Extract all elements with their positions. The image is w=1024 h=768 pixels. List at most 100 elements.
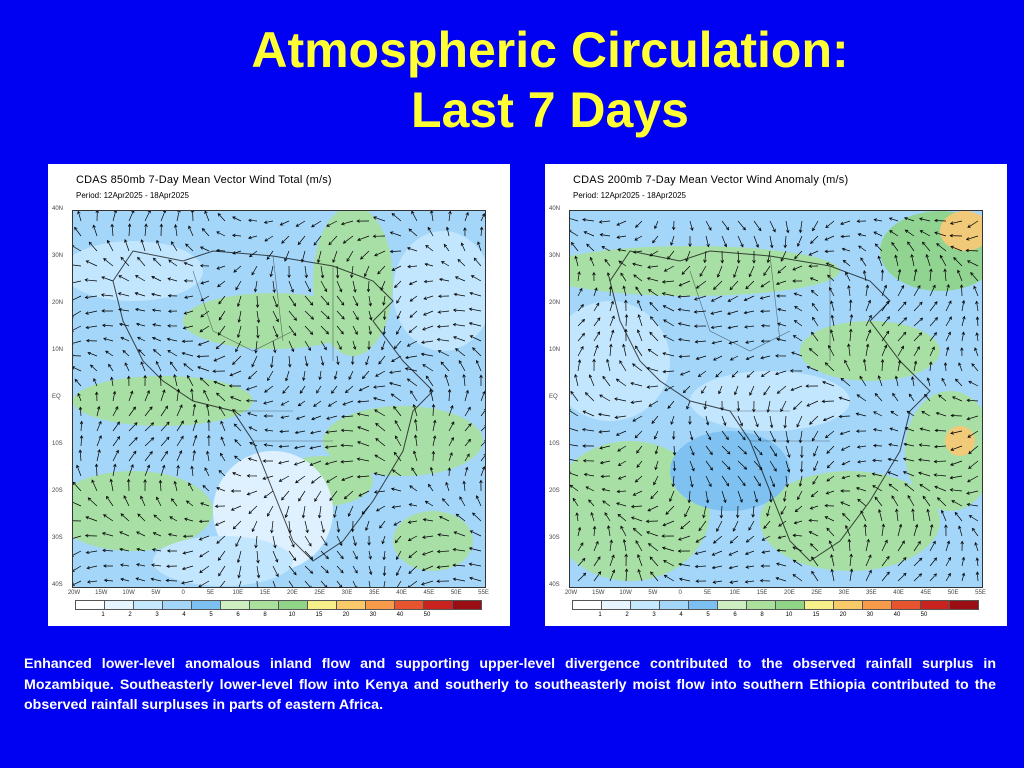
- wind-vector: [190, 465, 194, 477]
- wind-vector: [973, 285, 979, 297]
- wind-vector: [967, 475, 979, 483]
- colorbar-swatch: [949, 600, 979, 610]
- wind-vector: [151, 336, 162, 342]
- wind-vector: [469, 335, 482, 342]
- wind-vector: [577, 526, 582, 537]
- wind-vector: [200, 280, 210, 285]
- wind-vector: [408, 228, 418, 237]
- wind-vector: [792, 574, 803, 582]
- wind-vector: [248, 426, 258, 432]
- wind-vector: [929, 540, 936, 552]
- wind-vector: [792, 265, 803, 271]
- wind-vector: [101, 532, 114, 537]
- wind-vector: [423, 295, 434, 300]
- wind-vector: [745, 535, 755, 543]
- lon-label: 5W: [648, 590, 658, 596]
- wind-vector: [664, 385, 675, 392]
- wind-vector: [212, 369, 226, 373]
- wind-vector: [199, 325, 210, 333]
- wind-vector: [649, 331, 659, 342]
- wind-vector: [599, 460, 611, 465]
- wind-vector: [824, 362, 835, 372]
- wind-vector: [606, 525, 611, 537]
- wind-vector: [859, 375, 867, 387]
- wind-vector: [753, 445, 763, 456]
- wind-vector: [198, 580, 210, 587]
- wind-vector: [840, 220, 851, 225]
- wind-vector: [73, 580, 82, 586]
- wind-vector: [134, 275, 146, 282]
- wind-vector: [200, 502, 210, 507]
- wind-vector: [939, 254, 947, 267]
- wind-vector: [94, 463, 99, 477]
- wind-vector: [913, 317, 924, 327]
- wind-vector: [215, 248, 226, 253]
- wind-vector: [705, 235, 710, 248]
- wind-vector: [232, 355, 242, 366]
- wind-vector: [874, 243, 883, 252]
- wind-vector: [214, 520, 226, 526]
- wind-vector: [703, 400, 707, 410]
- wind-vector: [137, 513, 146, 522]
- wind-vector: [961, 331, 965, 342]
- colorbar-swatch: [833, 600, 863, 610]
- wind-vector: [396, 310, 402, 320]
- wind-vector: [856, 474, 867, 478]
- wind-vector: [166, 549, 178, 553]
- wind-vector: [887, 471, 899, 477]
- wind-vector: [375, 438, 386, 447]
- wind-vector: [716, 520, 723, 532]
- wind-vector: [570, 229, 579, 237]
- colorbar-swatch: [746, 600, 776, 610]
- wind-vector: [422, 325, 434, 331]
- wind-vector: [737, 415, 743, 427]
- wind-vector: [279, 429, 290, 434]
- wind-vector: [118, 308, 130, 312]
- wind-vector: [597, 412, 611, 417]
- wind-vector: [288, 355, 292, 368]
- wind-vector: [593, 344, 599, 357]
- wind-vector: [407, 580, 418, 587]
- wind-vector: [966, 415, 979, 421]
- wind-vector: [140, 361, 146, 372]
- wind-vector: [829, 329, 835, 342]
- wind-vector: [793, 520, 803, 525]
- wind-vector: [445, 226, 450, 237]
- title-line-1: Atmospheric Circulation:: [251, 22, 849, 78]
- wind-vector: [865, 329, 872, 342]
- colorbar-label: 40: [893, 612, 901, 618]
- wind-vector: [590, 512, 595, 522]
- wind-vector: [974, 347, 979, 357]
- wind-vector: [87, 351, 98, 357]
- wind-vector: [151, 276, 162, 282]
- wind-vector: [635, 540, 643, 552]
- wind-vector: [254, 340, 258, 354]
- wind-vector: [393, 340, 402, 350]
- wind-vector: [636, 329, 643, 342]
- wind-vector: [616, 235, 627, 239]
- wind-vector: [888, 442, 899, 447]
- wind-vector: [936, 243, 947, 252]
- wind-vector: [217, 550, 226, 561]
- wind-vector: [919, 483, 931, 492]
- wind-vector: [889, 427, 899, 432]
- colorbar-swatch: [162, 600, 192, 610]
- wind-vector: [733, 265, 739, 278]
- wind-vector: [616, 220, 627, 226]
- wind-vector: [583, 231, 595, 237]
- wind-vector: [204, 467, 210, 477]
- wind-map: [569, 210, 983, 588]
- wind-vector: [624, 299, 628, 312]
- wind-vector: [264, 385, 274, 393]
- wind-vector: [662, 352, 675, 357]
- wind-vector: [703, 250, 707, 264]
- wind-vector: [350, 265, 354, 279]
- wind-vector: [705, 475, 712, 488]
- wind-vector: [394, 420, 402, 432]
- wind-vector: [913, 360, 918, 372]
- wind-vector: [106, 495, 114, 507]
- wind-vector: [432, 435, 437, 447]
- colorbar-swatch: [804, 600, 834, 610]
- wind-vector: [310, 475, 322, 484]
- wind-vector: [777, 322, 787, 327]
